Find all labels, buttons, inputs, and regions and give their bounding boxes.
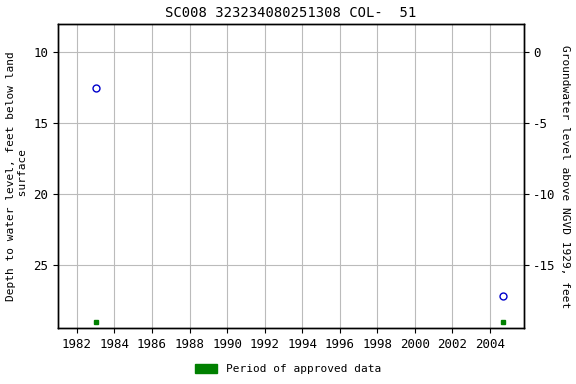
- Y-axis label: Groundwater level above NGVD 1929, feet: Groundwater level above NGVD 1929, feet: [560, 45, 570, 308]
- Title: SC008 323234080251308 COL-  51: SC008 323234080251308 COL- 51: [165, 6, 416, 20]
- Legend: Period of approved data: Period of approved data: [191, 359, 385, 379]
- Y-axis label: Depth to water level, feet below land
 surface: Depth to water level, feet below land su…: [6, 51, 28, 301]
